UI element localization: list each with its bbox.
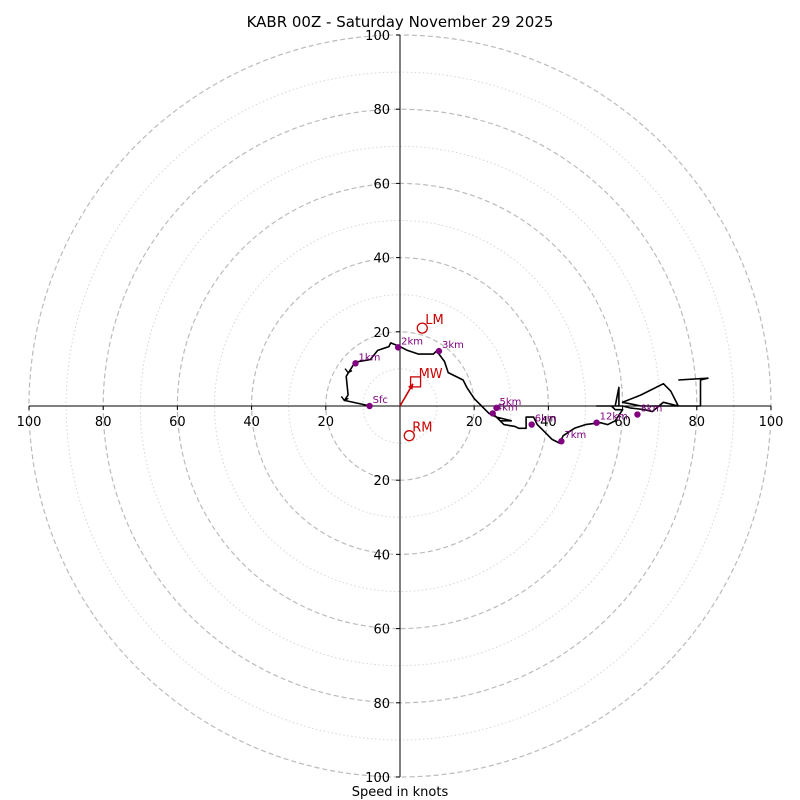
y-tick-label: 40: [373, 548, 390, 563]
x-tick-label: 100: [17, 415, 42, 430]
height-marker-label: 8km: [640, 404, 662, 415]
storm-motion-label: RM: [412, 421, 432, 436]
height-marker-dot: [528, 421, 535, 428]
x-tick-label: 40: [540, 415, 557, 430]
height-marker-dot: [493, 404, 500, 412]
height-marker-dot: [489, 410, 496, 417]
x-tick-label: 60: [169, 415, 186, 430]
height-marker-dot: [634, 411, 641, 418]
storm-motion-circle: [403, 430, 415, 442]
y-tick-label: 20: [373, 326, 390, 341]
y-tick-label: 100: [365, 771, 390, 786]
height-marker-label: 12km: [600, 412, 628, 423]
storm-motion-square: [409, 376, 422, 388]
trace-arrowhead: [340, 396, 349, 402]
x-tick-label: 60: [614, 415, 631, 430]
height-marker-label: 7km: [564, 430, 586, 441]
height-marker-label: 2km: [401, 336, 423, 347]
wind-trace: [340, 342, 709, 444]
height-marker-dot: [435, 347, 443, 355]
x-tick-label: 40: [243, 415, 260, 430]
x-axis-label: Speed in knots: [352, 785, 449, 800]
height-marker-label: 3km: [442, 340, 464, 351]
height-marker-dot: [558, 438, 565, 445]
tick-labels: 100 80 60 40 20 20 40 60 80 100 100 80 60 40 20 20 40 60 8…: [17, 29, 784, 786]
trace-arrowhead: [344, 368, 353, 374]
y-tick-label: 100: [365, 29, 390, 44]
chart-title: KABR 00Z - Saturday November 29 2025: [247, 13, 554, 31]
height-marker-label: 5km: [499, 397, 521, 408]
height-marker-label: 6km: [535, 414, 557, 425]
height-marker-label: 4km: [496, 402, 518, 413]
storm-motion-label: MW: [419, 367, 443, 382]
y-tick-label: 60: [373, 177, 390, 192]
height-marker-dot: [394, 344, 402, 351]
height-marker-label: 1km: [358, 352, 380, 363]
height-marker-dot: [593, 419, 600, 426]
storm-motion-label: LM: [425, 313, 443, 328]
storm-motion-circle: [416, 322, 428, 334]
y-tick-label: 40: [373, 252, 390, 267]
y-tick-label: 60: [373, 623, 390, 638]
x-tick-label: 80: [689, 415, 706, 430]
x-tick-label: 100: [759, 415, 784, 430]
x-tick-label: 20: [318, 415, 335, 430]
height-marker-label: Sfc: [373, 395, 388, 406]
y-tick-label: 80: [373, 697, 390, 712]
x-tick-label: 80: [95, 415, 112, 430]
y-tick-label: 20: [373, 474, 390, 489]
height-marker-dot: [352, 360, 359, 367]
hodograph-trace-line: [343, 342, 709, 444]
y-tick-label: 80: [373, 103, 390, 118]
height-marker-dot: [366, 402, 373, 410]
x-tick-label: 20: [466, 415, 483, 430]
storm-motion-markers: LM RM MW: [399, 313, 444, 442]
